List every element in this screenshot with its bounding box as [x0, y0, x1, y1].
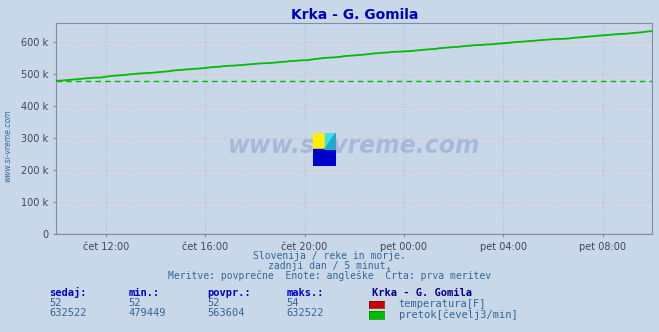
Text: sedaj:: sedaj: — [49, 287, 87, 298]
Bar — [313, 149, 336, 166]
Text: pretok[čevelj3/min]: pretok[čevelj3/min] — [399, 310, 517, 320]
Text: www.si-vreme.com: www.si-vreme.com — [3, 110, 13, 182]
Polygon shape — [325, 133, 336, 149]
Text: 52: 52 — [129, 298, 141, 308]
Text: Meritve: povprečne  Enote: angleške  Črta: prva meritev: Meritve: povprečne Enote: angleške Črta:… — [168, 269, 491, 281]
Bar — [325, 133, 336, 149]
Text: 54: 54 — [287, 298, 299, 308]
Text: Slovenija / reke in morje.: Slovenija / reke in morje. — [253, 251, 406, 261]
Text: temperatura[F]: temperatura[F] — [399, 299, 486, 309]
Text: 52: 52 — [208, 298, 220, 308]
Title: Krka - G. Gomila: Krka - G. Gomila — [291, 8, 418, 22]
Text: Krka - G. Gomila: Krka - G. Gomila — [372, 288, 473, 298]
Text: maks.:: maks.: — [287, 288, 324, 298]
Bar — [313, 133, 325, 149]
Text: 479449: 479449 — [129, 308, 166, 318]
Text: www.si-vreme.com: www.si-vreme.com — [228, 133, 480, 157]
Text: min.:: min.: — [129, 288, 159, 298]
Text: 632522: 632522 — [287, 308, 324, 318]
Text: povpr.:: povpr.: — [208, 288, 251, 298]
Text: zadnji dan / 5 minut.: zadnji dan / 5 minut. — [268, 261, 391, 271]
Text: 52: 52 — [49, 298, 62, 308]
Text: 632522: 632522 — [49, 308, 87, 318]
Text: 563604: 563604 — [208, 308, 245, 318]
